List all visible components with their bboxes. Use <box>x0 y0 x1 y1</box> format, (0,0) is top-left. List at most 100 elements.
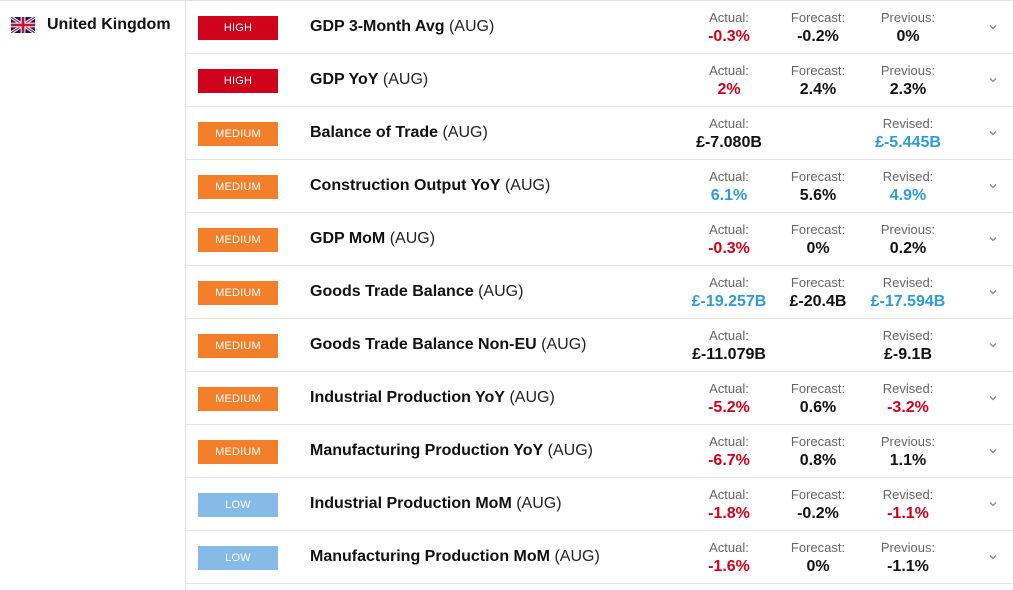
event-row[interactable]: LOW Manufacturing Production MoM (AUG) Act… <box>186 531 1013 584</box>
forecast-column: Forecast: 0.6% <box>768 381 868 418</box>
prior-label: Previous: <box>880 434 936 449</box>
forecast-label: Forecast: <box>790 381 846 396</box>
event-row[interactable]: MEDIUM Goods Trade Balance Non-EU (AUG) Ac… <box>186 319 1013 372</box>
chevron-down-icon[interactable] <box>987 180 999 192</box>
prior-label: Revised: <box>882 381 934 396</box>
chevron-down-icon[interactable] <box>987 498 999 510</box>
event-title[interactable]: GDP YoY (AUG) <box>310 71 428 89</box>
event-name: GDP YoY <box>310 71 379 88</box>
event-row[interactable]: LOW Industrial Production MoM (AUG) Actual… <box>186 478 1013 531</box>
event-title[interactable]: Industrial Production MoM (AUG) <box>310 495 562 513</box>
forecast-label: Forecast: <box>790 275 846 290</box>
prior-label: Revised: <box>882 328 934 343</box>
event-row[interactable]: HIGH GDP 3-Month Avg (AUG) Actual: -0.3% For… <box>186 1 1013 54</box>
event-title[interactable]: Goods Trade Balance (AUG) <box>310 283 523 301</box>
event-name: Goods Trade Balance Non-EU <box>310 336 537 353</box>
prior-value: 2.3% <box>889 81 927 98</box>
chevron-down-icon[interactable] <box>987 74 999 86</box>
impact-badge: MEDIUM <box>198 281 278 305</box>
event-row[interactable]: HIGH GDP YoY (AUG) Actual: 2% Forecast: 2.4% P… <box>186 54 1013 107</box>
prior-value: 4.9% <box>889 187 927 204</box>
event-period: (AUG) <box>478 283 524 300</box>
event-period: (AUG) <box>382 71 429 88</box>
forecast-value: 5.6% <box>799 187 837 204</box>
forecast-value: £-20.4B <box>789 293 847 310</box>
actual-column: Actual: 2% <box>679 63 779 100</box>
actual-label: Actual: <box>709 63 749 78</box>
event-name: GDP MoM <box>310 230 386 247</box>
forecast-column <box>768 116 868 117</box>
forecast-value: 0.8% <box>799 452 837 469</box>
event-list: HIGH GDP 3-Month Avg (AUG) Actual: -0.3% For… <box>186 1 1013 584</box>
prior-value: -1.1% <box>887 505 929 522</box>
chevron-down-icon[interactable] <box>987 21 999 33</box>
event-name: Construction Output YoY <box>310 177 501 194</box>
actual-label: Actual: <box>709 116 749 131</box>
prior-label: Revised: <box>882 487 934 502</box>
chevron-down-icon[interactable] <box>987 551 999 563</box>
impact-badge: MEDIUM <box>198 387 278 411</box>
prior-column: Revised: -3.2% <box>858 381 958 418</box>
prior-label: Previous: <box>880 10 936 25</box>
chevron-down-icon[interactable] <box>987 339 999 351</box>
event-title[interactable]: Balance of Trade (AUG) <box>310 124 488 142</box>
actual-column: Actual: -5.2% <box>679 381 779 418</box>
event-row[interactable]: MEDIUM Industrial Production YoY (AUG) Act… <box>186 372 1013 425</box>
prior-value: £-9.1B <box>883 346 933 363</box>
actual-label: Actual: <box>709 222 749 237</box>
prior-label: Previous: <box>880 63 936 78</box>
event-row[interactable]: MEDIUM GDP MoM (AUG) Actual: -0.3% Forecast:… <box>186 213 1013 266</box>
chevron-down-icon[interactable] <box>987 392 999 404</box>
chevron-down-icon[interactable] <box>987 286 999 298</box>
actual-value: 2% <box>717 81 741 98</box>
forecast-value: 0% <box>806 240 830 257</box>
actual-value: -1.6% <box>708 558 750 575</box>
event-period: (AUG) <box>509 389 555 406</box>
forecast-value: 0.6% <box>799 399 837 416</box>
prior-column: Revised: 4.9% <box>858 169 958 206</box>
event-title[interactable]: GDP MoM (AUG) <box>310 230 435 248</box>
chevron-down-icon[interactable] <box>987 127 999 139</box>
event-period: (AUG) <box>547 442 593 459</box>
actual-label: Actual: <box>709 169 749 184</box>
actual-column: Actual: -0.3% <box>679 10 779 47</box>
event-period: (AUG) <box>442 124 488 141</box>
event-title[interactable]: Manufacturing Production MoM (AUG) <box>310 548 600 566</box>
chevron-down-icon[interactable] <box>987 445 999 457</box>
event-title[interactable]: Goods Trade Balance Non-EU (AUG) <box>310 336 587 354</box>
impact-badge: LOW <box>198 493 278 517</box>
impact-badge: MEDIUM <box>198 175 278 199</box>
event-row[interactable]: MEDIUM Goods Trade Balance (AUG) Actual: £-… <box>186 266 1013 319</box>
event-period: (AUG) <box>541 336 587 353</box>
prior-column: Revised: £-9.1B <box>858 328 958 365</box>
event-title[interactable]: Industrial Production YoY (AUG) <box>310 389 555 407</box>
event-title[interactable]: GDP 3-Month Avg (AUG) <box>310 18 494 36</box>
actual-column: Actual: -1.8% <box>679 487 779 524</box>
impact-badge: HIGH <box>198 69 278 93</box>
event-row[interactable]: MEDIUM Construction Output YoY (AUG) Actua… <box>186 160 1013 213</box>
forecast-label: Forecast: <box>790 222 846 237</box>
forecast-column <box>768 328 868 329</box>
forecast-column: Forecast: £-20.4B <box>768 275 868 312</box>
country-name: United Kingdom <box>47 16 171 33</box>
forecast-label: Forecast: <box>790 487 846 502</box>
actual-value: £-11.079B <box>692 346 766 363</box>
event-title[interactable]: Construction Output YoY (AUG) <box>310 177 550 195</box>
chevron-down-icon[interactable] <box>987 233 999 245</box>
uk-flag-icon <box>11 17 35 33</box>
actual-column: Actual: £-7.080B <box>679 116 779 153</box>
forecast-label: Forecast: <box>790 10 846 25</box>
forecast-column: Forecast: 0% <box>768 540 868 577</box>
event-period: (AUG) <box>389 230 436 247</box>
prior-value: -3.2% <box>887 399 929 416</box>
prior-label: Revised: <box>882 116 934 131</box>
actual-value: -5.2% <box>708 399 750 416</box>
forecast-column: Forecast: 2.4% <box>768 63 868 100</box>
event-row[interactable]: MEDIUM Balance of Trade (AUG) Actual: £-7.0… <box>186 107 1013 160</box>
event-row[interactable]: MEDIUM Manufacturing Production YoY (AUG)… <box>186 425 1013 478</box>
forecast-label: Forecast: <box>790 540 846 555</box>
prior-value: 0.2% <box>889 240 927 257</box>
forecast-column: Forecast: -0.2% <box>768 487 868 524</box>
prior-column: Previous: 0.2% <box>858 222 958 259</box>
event-title[interactable]: Manufacturing Production YoY (AUG) <box>310 442 593 460</box>
